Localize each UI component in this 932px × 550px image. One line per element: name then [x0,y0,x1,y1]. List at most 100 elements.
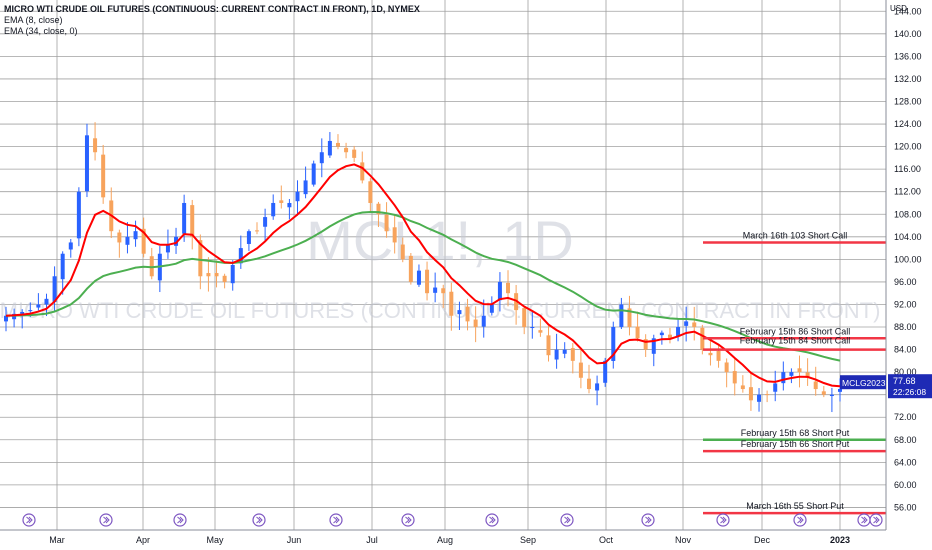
price-tick-label: 60.00 [894,480,917,490]
ema-slow-legend[interactable]: EMA (34, close, 0) [4,26,78,36]
candle-body [222,275,227,282]
event-marker-icon [329,513,343,527]
level-label: February 15th 66 Short Put [741,439,850,449]
price-tick-label: 144.00 [894,6,922,16]
candle-body [303,180,308,195]
candle-body [748,387,753,401]
event-marker-icon [869,513,883,527]
candle-body [570,348,575,361]
candle-body [473,319,478,328]
event-marker-icon [401,513,415,527]
event-marker-arrow [564,516,571,524]
candle-body [522,308,527,328]
candle-body [667,334,672,339]
time-tick-label: Oct [599,535,614,545]
time-axis[interactable]: Mar Apr May Jun Jul Aug Sep Oct Nov Dec 2023 [0,529,886,545]
event-marker-icon [173,513,187,527]
event-marker-arrow [645,516,652,524]
event-marker-icon [857,513,871,527]
candle-body [384,214,389,232]
candle-body [700,327,705,350]
candle-body [182,202,187,234]
level-label: February 15th 68 Short Put [741,428,850,438]
candle-body [805,372,810,378]
candle-body [813,381,818,390]
candle-body [821,391,826,395]
price-tick-label: 104.00 [894,232,922,242]
candle-body [546,335,551,356]
candle-body [230,265,235,284]
candle-body [408,255,413,282]
event-marker-arrow [177,516,184,524]
candle-body [198,240,203,277]
candle-body [60,253,65,280]
symbol-title[interactable]: MICRO WTI CRUDE OIL FUTURES (CONTINUOUS:… [4,4,420,14]
candle-body [68,242,73,250]
candle-body [263,217,268,227]
level-label: February 15th 86 Short Call [740,326,851,336]
price-axis-currency: USD [890,4,907,13]
candle-body [530,327,535,329]
event-marker-arrow [720,516,727,524]
ema-fast-line [5,163,841,388]
candle-body [214,273,219,277]
candle-body [295,191,300,202]
time-tick-label: Jul [366,535,378,545]
level-label: March 16th 55 Short Put [746,501,844,511]
candle-body [287,202,292,208]
event-marker-arrow [256,516,263,524]
level-label: February 15th 84 Short Call [740,336,851,346]
level-label: March 16th 103 Short Call [743,230,848,240]
candle-body [595,383,600,391]
candle-body [360,162,365,181]
candle-body [773,383,778,392]
last-price-countdown: 22:26:08 [893,387,926,397]
candle-body [708,352,713,356]
candle-body [554,349,559,360]
price-tick-label: 80.00 [894,367,917,377]
candle-body [206,273,211,277]
price-tick-label: 92.00 [894,299,917,309]
ema-fast-legend[interactable]: EMA (8, close) [4,15,63,25]
price-axis-background [886,0,932,550]
time-tick-label: May [206,535,224,545]
candle-body [4,315,8,322]
price-tick-label: 132.00 [894,74,922,84]
ema-lines [5,163,841,388]
time-tick-label: Apr [136,535,150,545]
candle-body [190,205,195,237]
candle-body [279,200,284,203]
candle-body [416,270,421,285]
event-marker-icon [22,513,36,527]
price-tick-label: 72.00 [894,412,917,422]
price-tick-label: 108.00 [894,209,922,219]
event-marker-icon [560,513,574,527]
candle-body [506,282,511,294]
candle-body [829,394,834,397]
event-marker-arrow [405,516,412,524]
candle-body [20,311,25,314]
time-tick-label: Mar [49,535,65,545]
candle-body [740,385,745,390]
last-price-symbol-box [840,375,886,390]
price-tick-label: 88.00 [894,322,917,332]
candle-body [441,288,446,294]
candle-body [255,230,260,232]
event-marker-icon [641,513,655,527]
candle-body [400,244,405,260]
candle-body [578,362,583,378]
candle-body [76,191,81,239]
candle-body [141,228,146,254]
candle-body [586,378,591,390]
candle-body [603,360,608,383]
candle-body [425,269,430,294]
candle-body [433,287,438,293]
candle-body [117,232,122,243]
chart-legend: MICRO WTI CRUDE OIL FUTURES (CONTINUOUS:… [4,4,420,37]
candle-body [36,304,41,308]
candle-body [716,351,721,361]
candle-body [319,152,324,164]
